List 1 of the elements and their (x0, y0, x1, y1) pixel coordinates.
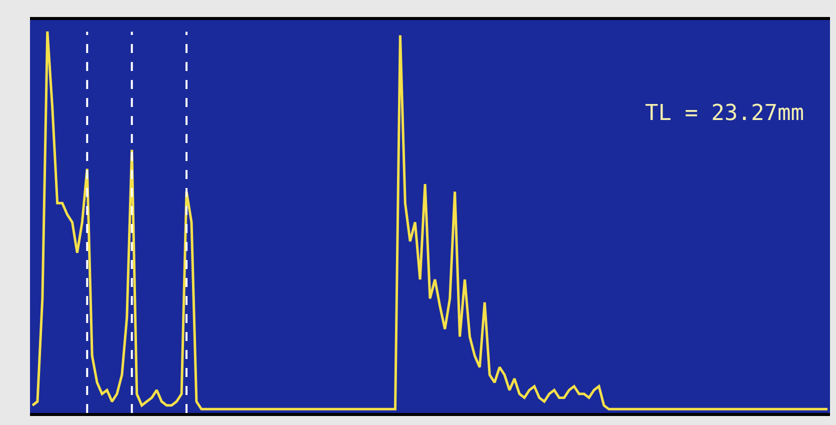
annotation: TL = 23.27mm (645, 101, 804, 126)
